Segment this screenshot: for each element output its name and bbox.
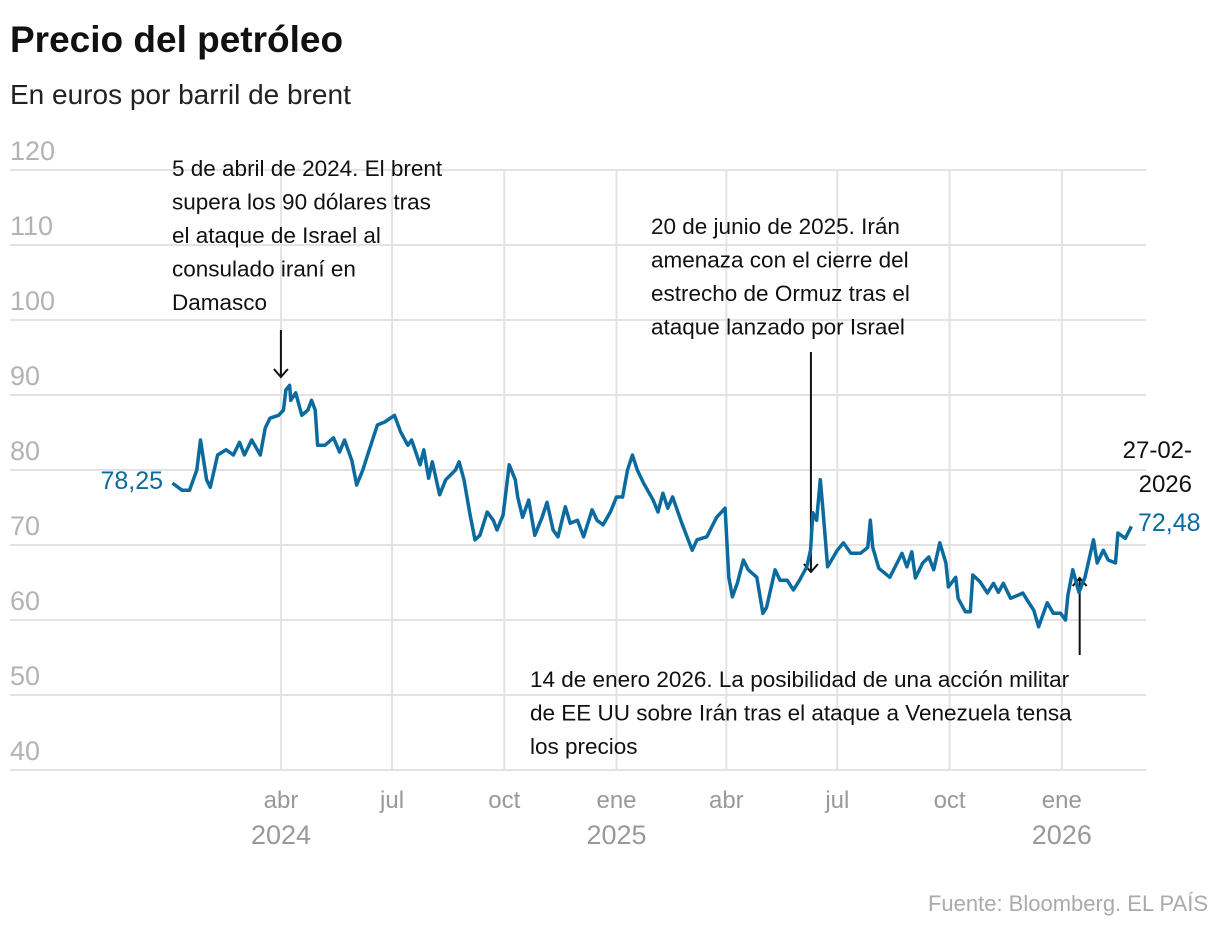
start-value-label: 78,25 [100, 467, 163, 495]
annotation-text: el ataque de Israel al [172, 223, 381, 248]
price-line [171, 383, 1133, 629]
x-tick-year: 2025 [586, 820, 646, 850]
y-tick-label: 90 [10, 361, 40, 391]
annotation-text: los precios [530, 734, 638, 759]
x-axis: abr 2024 jul oct ene 2025 abr jul oct ene 2026 [251, 787, 1092, 850]
arrowhead-icon [273, 368, 289, 379]
y-tick-label: 80 [10, 436, 40, 466]
annotation-text: 20 de junio de 2025. Irán [651, 214, 900, 239]
annotation-text: 5 de abril de 2024. El brent [172, 156, 443, 181]
annotation-text: de EE UU sobre Irán tras el ataque a Ven… [530, 701, 1072, 726]
end-date-line-2: 2026 [1139, 471, 1192, 498]
x-tick-label: abr [264, 787, 299, 814]
y-tick-label: 40 [10, 736, 40, 766]
x-tick-label: jul [824, 787, 849, 814]
x-tick-label: oct [488, 787, 520, 814]
chart-subtitle: En euros por barril de brent [10, 79, 351, 110]
x-tick-label: abr [709, 787, 744, 814]
x-tick-label: ene [596, 787, 636, 814]
source-note: Fuente: Bloomberg. EL PAÍS [928, 891, 1208, 916]
annotation-text: supera los 90 dólares tras [172, 190, 431, 215]
y-tick-label: 70 [10, 511, 40, 541]
annotations: 5 de abril de 2024. El brent supera los 9… [172, 156, 1088, 759]
y-tick-label: 100 [10, 286, 55, 316]
annotation-text: consulado iraní en [172, 257, 356, 282]
gridlines [10, 169, 1146, 771]
annotation-text: 14 de enero 2026. La posibilidad de una … [530, 667, 1070, 692]
x-tick-year: 2026 [1032, 820, 1092, 850]
x-tick-label: ene [1042, 787, 1082, 814]
annotation-text: estrecho de Ormuz tras el [651, 281, 910, 306]
x-tick-label: jul [379, 787, 404, 814]
end-date-line-1: 27-02- [1123, 437, 1192, 464]
end-value-label: 72,48 [1138, 509, 1201, 537]
chart-title: Precio del petróleo [10, 19, 343, 60]
x-tick-label: oct [934, 787, 966, 814]
annotation-text: Damasco [172, 290, 267, 315]
annotation-text: amenaza con el cierre del [651, 248, 909, 273]
x-tick-year: 2024 [251, 820, 311, 850]
y-axis: 120 110 100 90 80 70 60 50 40 [10, 136, 55, 766]
y-tick-label: 50 [10, 661, 40, 691]
y-tick-label: 110 [10, 211, 53, 241]
y-tick-label: 60 [10, 586, 40, 616]
annotation-text: ataque lanzado por Israel [651, 315, 905, 340]
y-tick-label: 120 [10, 136, 55, 166]
